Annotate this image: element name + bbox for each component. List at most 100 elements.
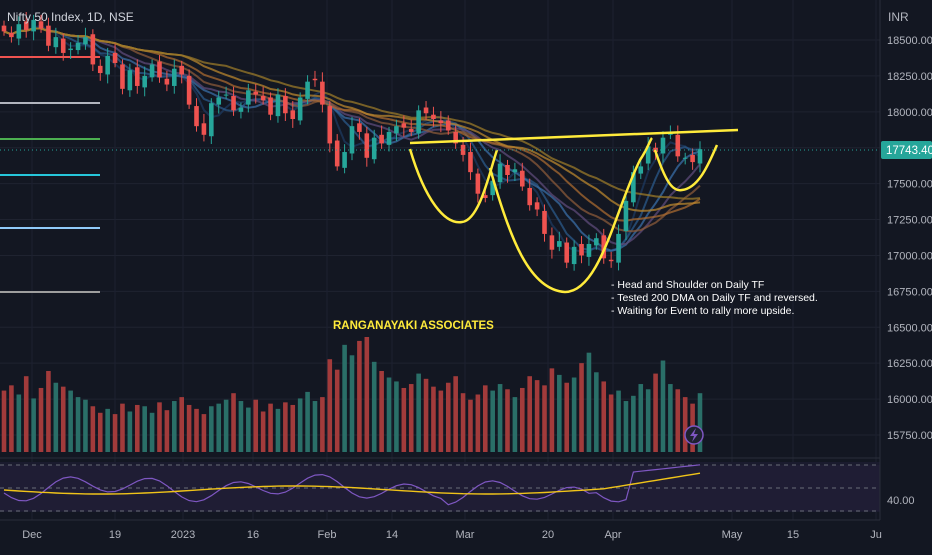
volume-bar — [9, 385, 14, 452]
volume-bar — [342, 344, 347, 452]
volume-bar — [408, 384, 414, 452]
volume-bar — [112, 414, 118, 452]
rsi-tick-label: 40.00 — [887, 495, 915, 507]
rsi-lines — [3, 464, 701, 506]
volume-bar — [682, 397, 688, 452]
volume-bar — [83, 399, 88, 452]
candle-body — [16, 24, 22, 39]
volume-bar — [46, 370, 51, 452]
candle-body — [68, 48, 73, 51]
candle-body — [357, 123, 362, 132]
time-tick-label: May — [722, 529, 743, 541]
price-axis[interactable] — [880, 0, 932, 550]
volume-bar — [445, 382, 451, 452]
candle-body — [394, 126, 399, 134]
volume-bars — [1, 337, 703, 452]
volume-bar — [638, 384, 644, 452]
candle-body — [149, 64, 155, 78]
volume-bar — [460, 393, 466, 452]
candle-body — [520, 170, 525, 187]
candle-body — [60, 38, 66, 53]
candle-body — [475, 173, 481, 194]
candle-body — [438, 120, 444, 124]
time-tick-label: Ju — [870, 529, 882, 541]
candle-body — [327, 106, 333, 144]
candle-body — [105, 55, 110, 75]
candlesticks — [1, 11, 703, 271]
candle-body — [379, 134, 384, 144]
time-tick-label: 15 — [787, 529, 799, 541]
volume-bar — [31, 398, 36, 452]
candle-body — [268, 97, 273, 115]
candle-body — [668, 133, 673, 135]
time-tick-label: 16 — [247, 529, 259, 541]
volume-bar — [305, 391, 310, 452]
candle-body — [320, 81, 325, 105]
time-tick-label: 20 — [542, 529, 554, 541]
volume-bar — [53, 382, 59, 452]
volume-bar — [379, 370, 384, 452]
candle-body — [1, 25, 7, 32]
volume-bar — [653, 373, 658, 452]
candle-body — [645, 146, 651, 164]
volume-bar — [60, 386, 66, 452]
note-line-3: - Waiting for Event to rally more upside… — [611, 305, 794, 317]
currency-label[interactable]: INR — [888, 10, 909, 24]
candle-body — [194, 106, 199, 127]
volume-bar — [490, 390, 495, 452]
volume-bar — [675, 389, 681, 452]
candle-body — [401, 123, 407, 128]
volume-bar — [327, 359, 333, 452]
candle-body — [290, 110, 296, 119]
volume-bar — [209, 406, 214, 452]
candle-body — [134, 67, 140, 86]
volume-bar — [475, 394, 481, 452]
price-tick-label: 17000.00 — [887, 250, 932, 262]
volume-bar — [97, 412, 103, 452]
volume-bar — [260, 411, 266, 452]
watermark-text: RANGANAYAKI ASSOCIATES — [333, 320, 494, 332]
volume-bar — [623, 401, 629, 452]
volume-bar — [497, 384, 503, 452]
price-tick-label: 16250.00 — [887, 358, 932, 370]
candle-body — [83, 37, 88, 45]
volume-bar — [238, 401, 244, 452]
candle-body — [364, 133, 370, 158]
volume-bar — [134, 404, 140, 452]
candle-body — [23, 21, 29, 30]
volume-bar — [275, 408, 281, 452]
head-and-shoulders-drawing[interactable] — [408, 128, 739, 294]
right-shoulder-curve — [653, 144, 719, 192]
volume-bar — [120, 403, 125, 452]
candle-body — [660, 137, 666, 154]
lightning-icon — [690, 428, 698, 442]
candle-body — [38, 21, 44, 29]
time-tick-label: 19 — [109, 529, 121, 541]
volume-bar — [601, 381, 607, 452]
rsi-pane — [0, 462, 880, 512]
candle-body — [283, 96, 288, 114]
last-price-label: 17743.40 — [886, 145, 932, 157]
candle-body — [571, 246, 577, 265]
volume-bar — [90, 406, 96, 452]
horizontal-level-lines[interactable] — [0, 56, 100, 293]
note-line-1: - Head and Shoulder on Daily TF — [611, 279, 764, 291]
volume-bar — [394, 381, 399, 452]
volume-bar — [527, 376, 532, 452]
candle-body — [512, 169, 518, 173]
candle-body — [408, 129, 414, 132]
symbol-title[interactable]: Nifty 50 Index, 1D, NSE — [7, 10, 134, 24]
volume-bar — [127, 411, 133, 452]
candle-body — [172, 68, 177, 86]
price-tick-label: 15750.00 — [887, 430, 932, 442]
volume-bar — [297, 398, 303, 452]
candle-body — [482, 195, 488, 198]
time-tick-label: Dec — [22, 529, 42, 541]
volume-bar — [431, 386, 436, 452]
candle-body — [334, 140, 340, 167]
candle-body — [616, 233, 621, 263]
candle-body — [238, 107, 244, 112]
price-tick-label: 18500.00 — [887, 35, 932, 47]
